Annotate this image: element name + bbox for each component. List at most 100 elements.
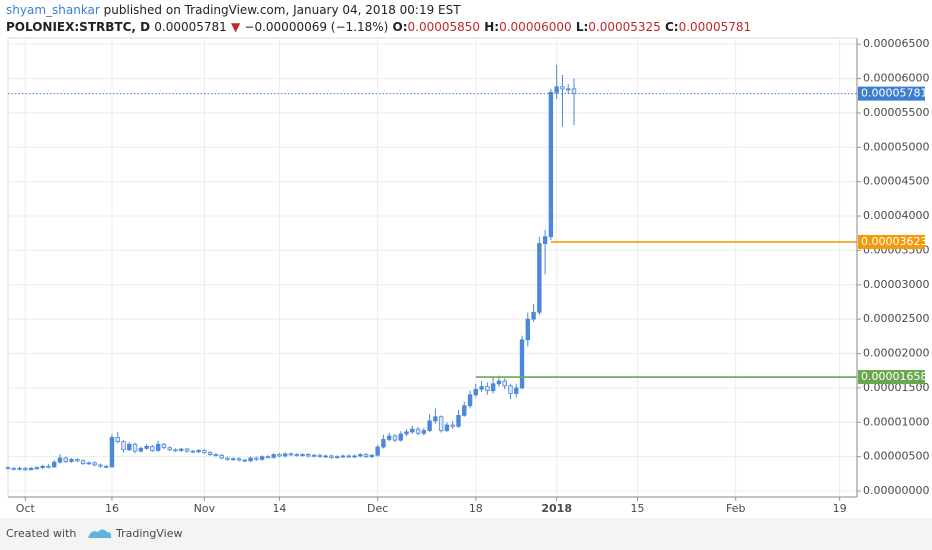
x-tick-label: 18: [469, 502, 483, 515]
candle-body: [566, 88, 571, 91]
author[interactable]: shyam_shankar: [6, 3, 100, 17]
x-tick-label: Dec: [367, 502, 388, 515]
published: published on TradingView.com, January 04…: [104, 3, 462, 17]
candle-body: [265, 456, 271, 459]
candle-body: [127, 443, 132, 451]
y-tick-label: 0.00000500: [863, 450, 929, 463]
o: 0.00005850: [408, 20, 481, 34]
c: 0.00005781: [679, 20, 752, 34]
candle-body: [450, 424, 455, 427]
candle-body: [196, 450, 201, 453]
price-label-box: [858, 370, 925, 385]
candle-body: [311, 454, 317, 457]
x-tick-label: 14: [272, 502, 286, 515]
price-label: 0.00005781: [861, 87, 927, 100]
candle-body: [34, 467, 40, 470]
candle-body: [75, 458, 80, 462]
candle-body: [144, 445, 149, 449]
plot: 0.00000000 0.00000500 0.00001000 0.00001500…: [5, 37, 929, 515]
created-with: Created with: [6, 527, 76, 540]
candle-body: [514, 387, 519, 394]
candle-body: [173, 449, 178, 452]
l-label: L:: [576, 20, 588, 34]
y-tick-label: 0.00001500: [863, 381, 929, 394]
candle-body: [421, 430, 427, 434]
candle-body: [271, 454, 276, 458]
c-label: C:: [665, 20, 679, 34]
candle-body: [167, 447, 172, 451]
y-tick-label: 0.00004000: [863, 209, 929, 222]
candle-body: [398, 433, 403, 441]
x-tick-label: 2018: [541, 502, 572, 515]
candle-body: [28, 467, 34, 471]
change: −0.00000069 (−1.18%): [244, 20, 388, 34]
candle-body: [386, 435, 392, 440]
y-tick-label: 0.00001000: [863, 415, 929, 428]
candle-body: [46, 465, 51, 468]
candle-body: [236, 458, 242, 461]
candle-body: [161, 443, 167, 449]
candle-body: [306, 454, 311, 457]
candle-body: [115, 436, 120, 442]
candle-body: [548, 91, 554, 238]
candle-body: [456, 415, 461, 427]
candle-body: [242, 459, 247, 462]
candle-body: [121, 441, 126, 451]
candle-body: [69, 458, 74, 462]
y-tick-label: 0.00006500: [863, 37, 929, 50]
x-tick-label: 15: [631, 502, 645, 515]
y-tick-label: 0.00002000: [863, 347, 929, 360]
candle-body: [369, 454, 375, 458]
candle-body: [277, 454, 282, 457]
price-label: 0.00001658: [861, 370, 927, 383]
price-label-box: [858, 86, 925, 101]
candle-body: [259, 456, 265, 460]
candle-body: [132, 443, 138, 452]
y-tick-label: 0.00003000: [863, 278, 929, 291]
l: 0.00005325: [588, 20, 661, 34]
candle-body: [542, 236, 548, 244]
candle-body: [485, 386, 490, 392]
candle-body: [98, 464, 103, 467]
candle-body: [5, 467, 11, 470]
brand[interactable]: TradingView: [115, 527, 182, 540]
price-label-box: [858, 234, 925, 249]
candle-body: [202, 450, 207, 453]
footer-bar: [0, 518, 932, 550]
candle-body: [11, 467, 16, 470]
candle-body: [462, 405, 467, 416]
candle-body: [207, 452, 213, 455]
candle-body: [363, 454, 369, 458]
candle-body: [213, 454, 219, 456]
candle-body: [392, 435, 398, 441]
candle-body: [519, 339, 525, 389]
x-tick-label: 19: [833, 502, 847, 515]
candle-body: [179, 448, 184, 451]
candle-body: [231, 458, 236, 461]
y-tick-label: 0.00005000: [863, 140, 929, 153]
candle-body: [404, 431, 409, 435]
candle-body: [346, 455, 351, 458]
y-tick-label: 0.00002500: [863, 312, 929, 325]
candle-body: [490, 383, 496, 392]
candle-body: [17, 467, 22, 470]
candle-body: [103, 465, 109, 468]
candle-body: [92, 462, 97, 466]
x-tick-label: 16: [105, 502, 119, 515]
candle-body: [283, 453, 288, 457]
logo: [88, 529, 112, 538]
candle-body: [358, 454, 363, 457]
candle-body: [410, 428, 415, 433]
y-tick-label: 0.00000000: [863, 484, 929, 497]
candle-body: [184, 448, 190, 452]
candle-body: [288, 453, 294, 456]
candle-body: [329, 455, 334, 458]
y-tick-label: 0.00005500: [863, 106, 929, 119]
candle-body: [52, 461, 57, 468]
candle-body: [323, 455, 328, 458]
price-label: 0.00003623: [861, 235, 927, 248]
candle-body: [352, 455, 357, 458]
candle-body: [433, 416, 438, 422]
